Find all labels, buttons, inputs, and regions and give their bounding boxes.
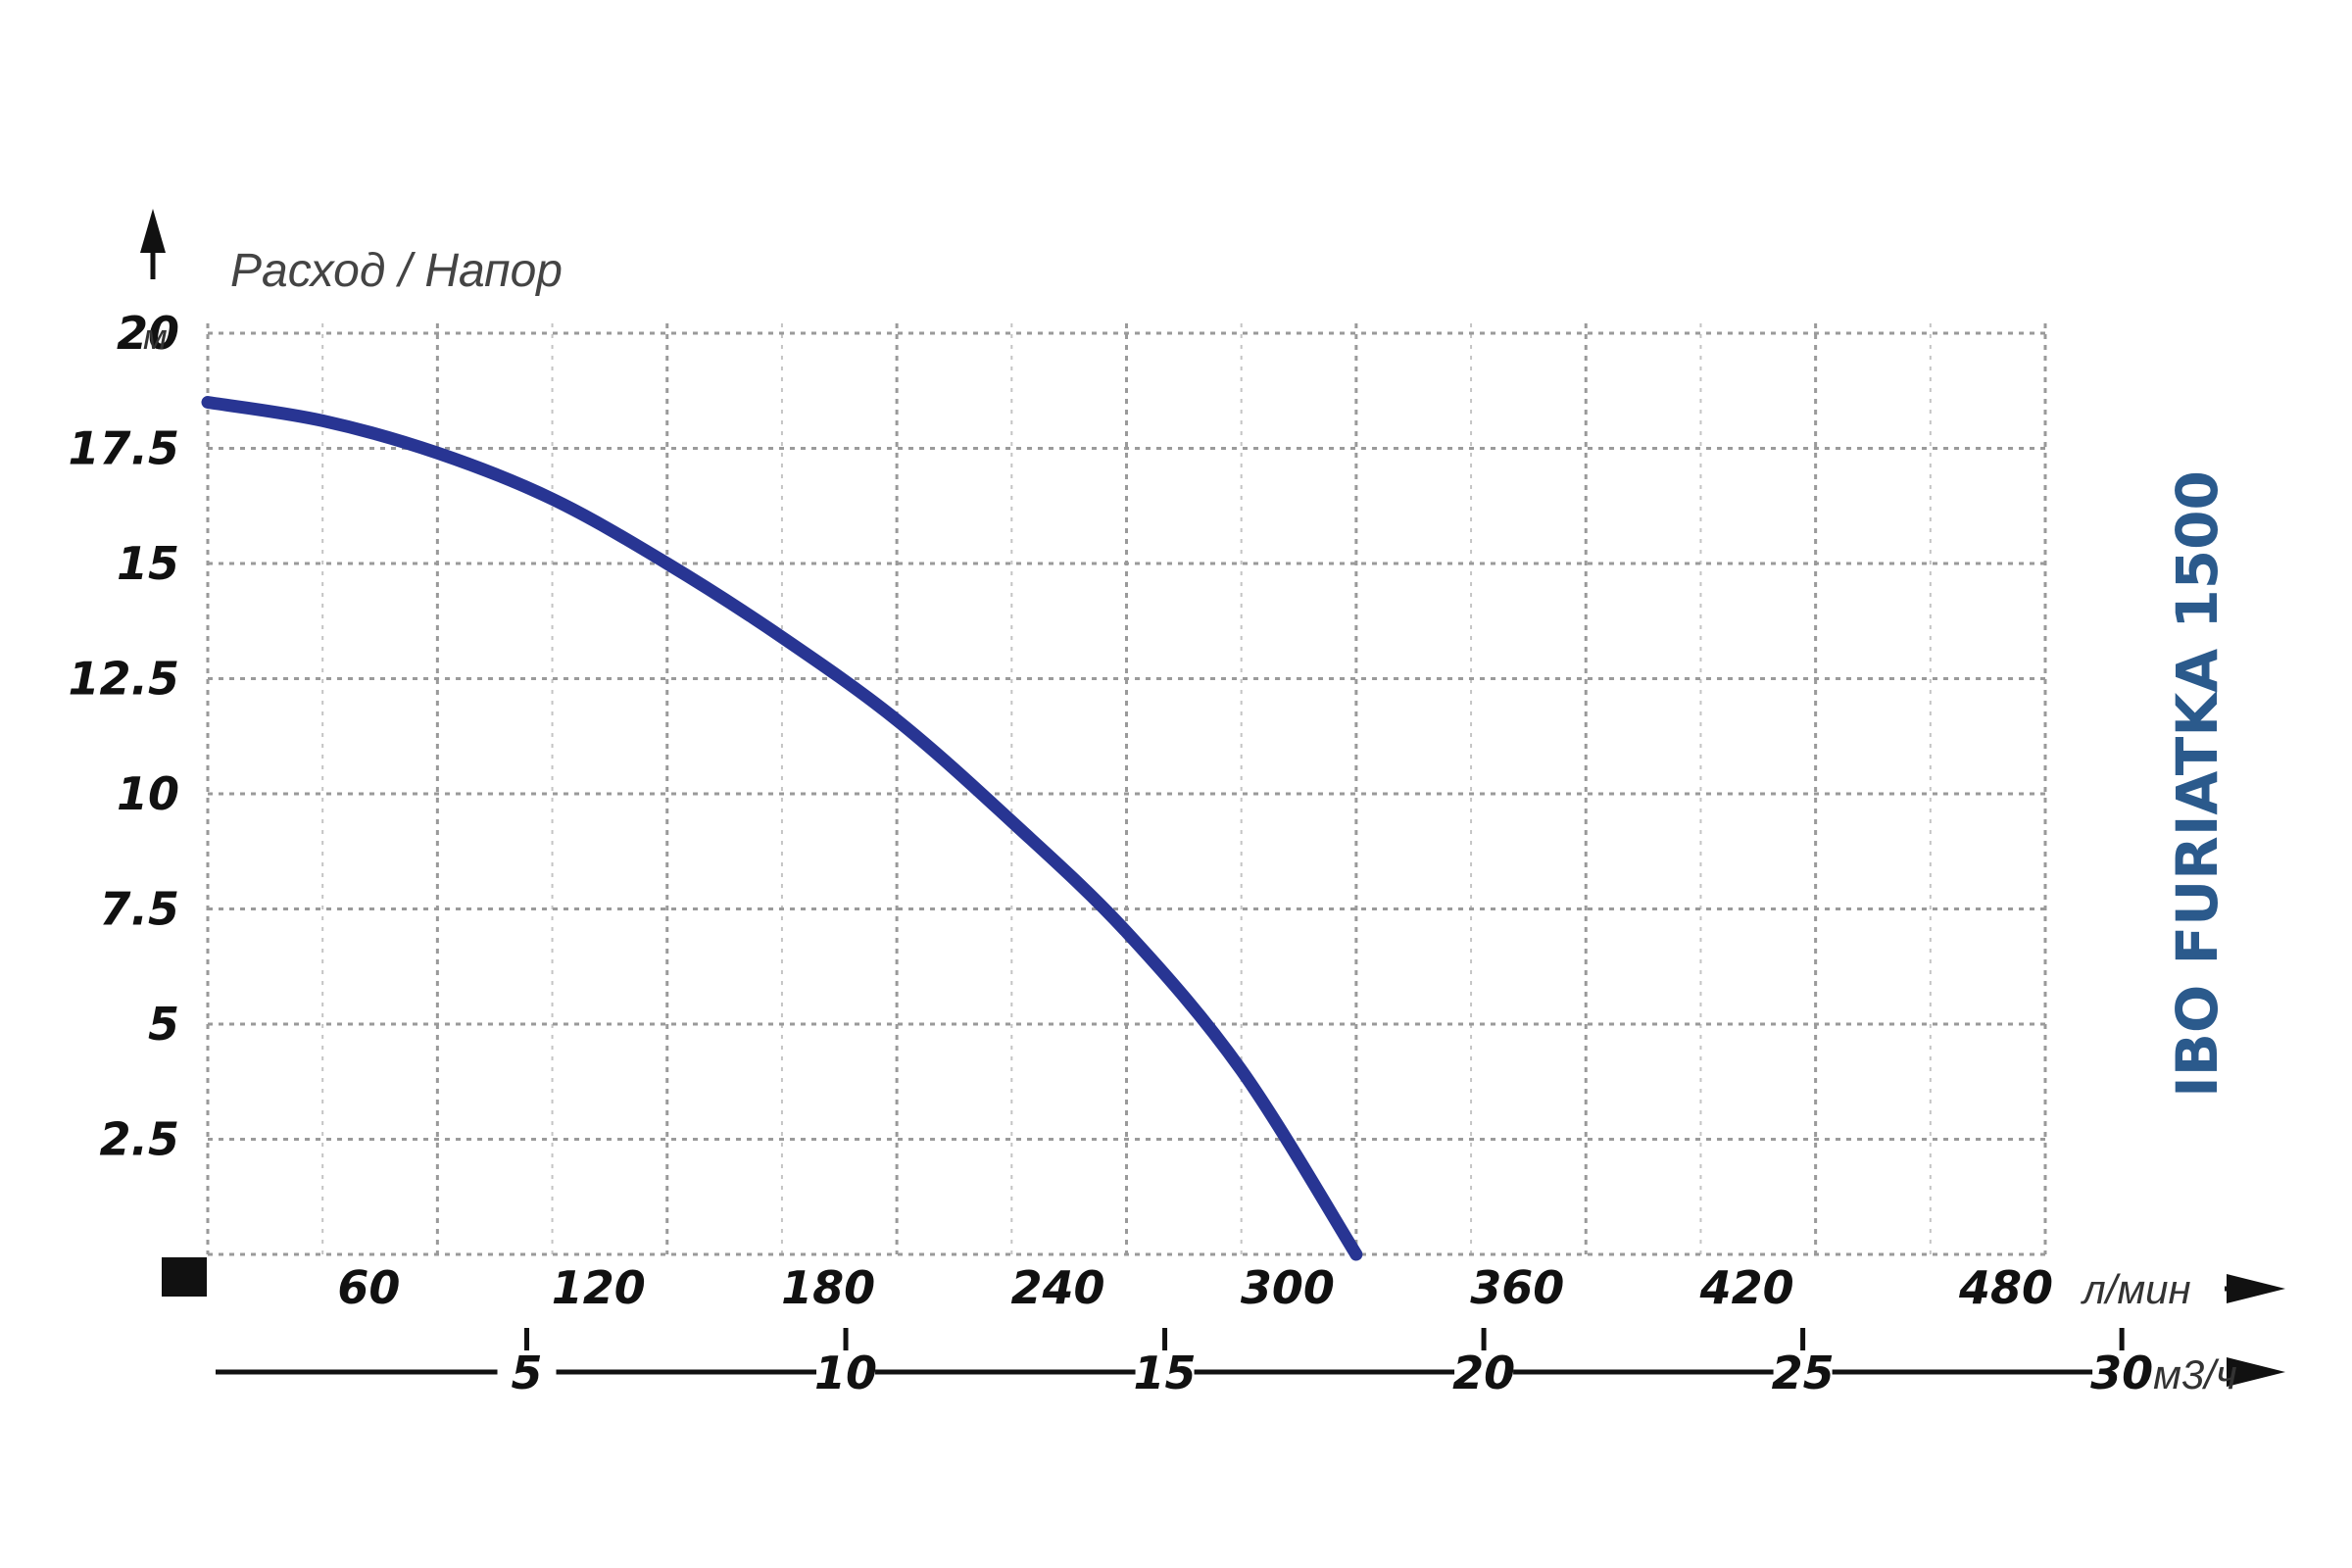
tick-labels: 20 17.5 15 12.5 10 7.5 5 2.5 м 60 120 180 240 300 360 4… bbox=[69, 307, 2237, 1399]
y-tick-label: 20 bbox=[117, 307, 179, 360]
x2-tick-label: 15 bbox=[1134, 1347, 1197, 1399]
x-tick-label: 60 bbox=[337, 1261, 400, 1314]
x-axis-arrow-icon bbox=[2227, 1274, 2285, 1303]
grid bbox=[206, 323, 2047, 1256]
y-tick-label: 7.5 bbox=[100, 883, 180, 936]
x-unit-label: л/мин bbox=[2080, 1266, 2191, 1312]
y-tick-label: 2.5 bbox=[100, 1113, 180, 1166]
x-tick-label: 300 bbox=[1241, 1261, 1335, 1314]
secondary-x-axis bbox=[216, 1328, 2260, 1375]
x2-tick-label: 10 bbox=[814, 1347, 877, 1399]
x-tick-label: 180 bbox=[781, 1261, 875, 1314]
x-tick-label: 120 bbox=[552, 1261, 646, 1314]
y-tick-label: 15 bbox=[117, 537, 179, 590]
y-axis-arrow-icon bbox=[140, 209, 166, 253]
x2-tick-label: 30 bbox=[2090, 1347, 2153, 1399]
y-unit-label: м bbox=[143, 317, 168, 357]
y-tick-label: 5 bbox=[148, 998, 179, 1051]
origin-square-icon bbox=[162, 1257, 207, 1297]
model-label: IBO FURIATKA 1500 bbox=[2164, 470, 2230, 1098]
x-tick-label: 360 bbox=[1470, 1261, 1564, 1314]
x-tick-label: 480 bbox=[1958, 1261, 2053, 1314]
y-axis-title: Расход / Напор bbox=[230, 245, 563, 297]
axes bbox=[140, 209, 2285, 1387]
x2-tick-label: 20 bbox=[1452, 1347, 1515, 1399]
y-tick-label: 17.5 bbox=[69, 422, 180, 475]
y-tick-label: 12.5 bbox=[69, 653, 180, 706]
x2-tick-label: 5 bbox=[512, 1347, 543, 1399]
x2-unit-label: м3/ч bbox=[2153, 1351, 2237, 1397]
x-tick-label: 240 bbox=[1010, 1261, 1104, 1314]
series-curve bbox=[201, 396, 1363, 1261]
x2-tick-label: 25 bbox=[1772, 1347, 1835, 1399]
y-tick-label: 10 bbox=[117, 767, 179, 820]
x-tick-label: 420 bbox=[1699, 1261, 1794, 1314]
